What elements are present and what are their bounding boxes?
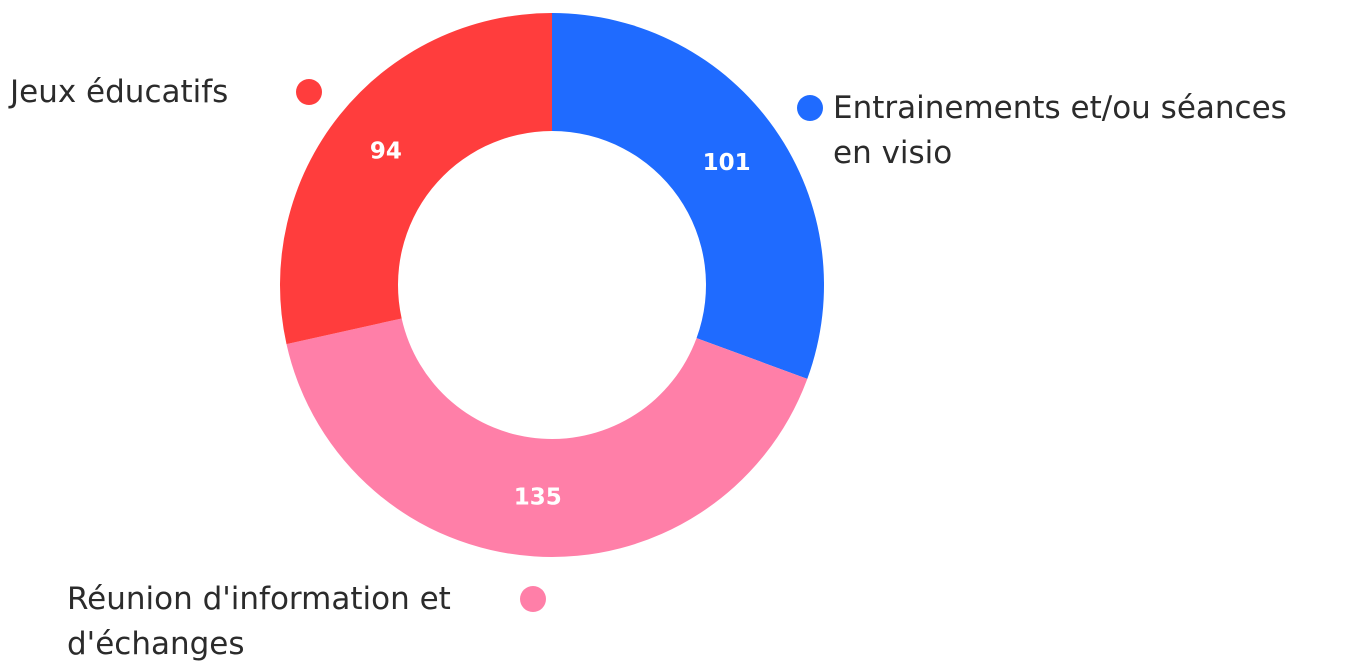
- legend-label-reunion-line-1: Réunion d'information et: [67, 581, 451, 617]
- legend-label-reunion: Réunion d'information et d'échanges: [67, 577, 451, 667]
- legend-dot-reunion: [520, 586, 546, 612]
- legend-label-jeux-educatifs: Jeux éducatifs: [10, 70, 228, 115]
- legend-dot-entrainements: [797, 95, 823, 121]
- value-labels: 101 135 94: [370, 139, 751, 511]
- legend-label-entrainements: Entrainements et/ou séances en visio: [833, 86, 1287, 176]
- legend-label-jeux-educatifs-line-1: Jeux éducatifs: [10, 74, 229, 110]
- slice-jeux-educatifs: [280, 13, 552, 345]
- slice-reunion: [286, 318, 808, 557]
- legend-label-entrainements-line-2: en visio: [833, 135, 953, 171]
- value-label-entrainements: 101: [703, 150, 751, 176]
- donut-slices: [280, 13, 824, 557]
- value-label-reunion: 135: [514, 485, 562, 511]
- legend-label-reunion-line-2: d'échanges: [67, 626, 245, 662]
- legend-dot-jeux-educatifs: [296, 79, 322, 105]
- legend-label-entrainements-line-1: Entrainements et/ou séances: [833, 90, 1287, 126]
- slice-entrainements: [552, 13, 824, 379]
- value-label-jeux-educatifs: 94: [370, 139, 402, 165]
